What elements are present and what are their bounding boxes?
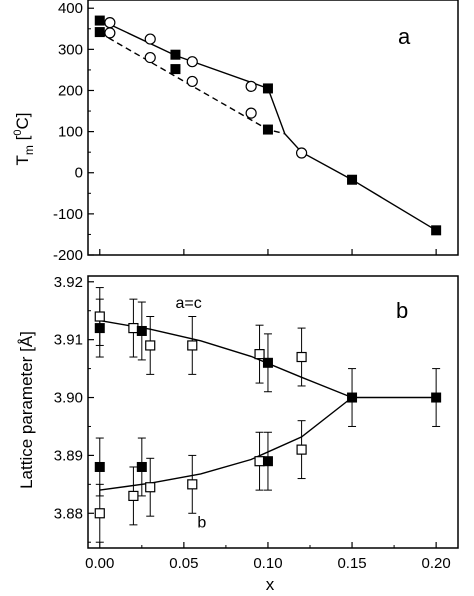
panel-b-point-s2-3 <box>347 392 358 403</box>
panel-a-point-s3-1 <box>144 51 156 64</box>
panel-a-label: a <box>398 24 411 49</box>
panel-b-point-s2-0 <box>94 323 105 334</box>
panel-b-point-s2-4 <box>431 392 442 403</box>
panel-a: -200 -100 0 100 200 300 400 a Tm [0C] <box>12 0 459 264</box>
annotation-b: b <box>197 515 206 532</box>
panel-b-point-s3-1 <box>136 461 147 472</box>
panel-a-point-s2-0 <box>104 17 116 29</box>
panel-b-ytick-label-3: 3.91 <box>54 332 83 349</box>
panel-b-point-s0-2 <box>145 340 156 351</box>
panel-a-ytick-label-3: 100 <box>58 124 83 141</box>
panel-b-curve-1 <box>99 396 353 491</box>
panel-b-point-s2-2 <box>262 357 273 368</box>
panel-b-label: b <box>396 298 408 323</box>
panel-a-point-s0-4 <box>431 225 442 236</box>
panel-a-point-s2-2 <box>186 56 198 68</box>
panel-b-ytick-label-1: 3.89 <box>54 447 83 464</box>
panel-a-point-s2-4 <box>295 147 308 159</box>
panel-b-ytick-label-4: 3.92 <box>54 274 83 291</box>
panel-a-frame <box>87 0 459 256</box>
panel-a-point-s3-3 <box>245 107 257 119</box>
panel-b-point-s3-2 <box>262 456 273 467</box>
panel-a-ytick-label-4: 200 <box>58 82 83 99</box>
panel-a-ytick-label-1: -100 <box>53 206 83 223</box>
panel-a-point-s0-3 <box>347 174 358 185</box>
panel-b-point-s3-0 <box>94 461 105 472</box>
panel-b-ytick-label-2: 3.90 <box>54 390 83 407</box>
panel-a-point-s1-0 <box>94 27 105 38</box>
panel-b-point-s1-2 <box>145 482 156 493</box>
panel-b-xtick-label-2: 0.10 <box>253 555 282 572</box>
annotation-a-eq-c: a=c <box>175 295 201 312</box>
panel-a-ytick-label-0: -200 <box>53 247 83 264</box>
panel-a-point-s1-1 <box>170 64 181 75</box>
panel-a-point-s3-0 <box>104 27 116 39</box>
panel-a-point-s0-2 <box>262 83 273 94</box>
panel-a-point-s2-1 <box>144 33 156 45</box>
x-axis-label: x <box>266 575 275 594</box>
panel-b-y-axis-label: Lattice parameter [Å] <box>17 331 36 489</box>
panel-b-frame <box>87 275 459 549</box>
panel-b-xtick-label-4: 0.20 <box>422 555 451 572</box>
panel-a-point-s0-0 <box>94 15 105 26</box>
panel-a-ytick-label-6: 400 <box>58 0 83 17</box>
panel-b: 3.88 3.89 3.90 3.91 3.92 0.00 0.05 0.10 0.15 0.20… <box>17 274 459 594</box>
panel-b-point-s0-1 <box>128 322 139 334</box>
panel-b-xtick-label-1: 0.05 <box>169 555 198 572</box>
panel-b-point-s0-3 <box>187 340 198 351</box>
panel-b-point-s0-0 <box>94 311 105 322</box>
panel-a-ytick-label-5: 300 <box>58 41 83 58</box>
panel-b-xtick-label-0: 0.00 <box>85 555 114 572</box>
panel-a-y-axis-label: Tm [0C] <box>12 113 36 166</box>
panel-b-point-s1-3 <box>187 479 198 490</box>
panel-b-point-s2-1 <box>136 325 147 336</box>
panel-a-point-s0-1 <box>170 49 181 60</box>
panel-b-point-s0-5 <box>296 351 307 363</box>
panel-b-point-s1-4 <box>254 456 265 467</box>
panel-b-point-s1-5 <box>296 444 307 455</box>
panel-a-point-s1-2 <box>262 124 273 135</box>
panel-a-point-s2-3 <box>245 80 257 92</box>
panel-b-point-s0-4 <box>254 349 265 360</box>
panel-b-point-s1-1 <box>128 490 139 502</box>
panel-a-ytick-label-2: 0 <box>75 165 83 182</box>
panel-b-xtick-label-3: 0.15 <box>337 555 366 572</box>
panel-b-point-s1-0 <box>94 508 105 519</box>
panel-a-point-s3-2 <box>186 75 198 88</box>
panel-b-ytick-label-0: 3.88 <box>54 505 83 522</box>
